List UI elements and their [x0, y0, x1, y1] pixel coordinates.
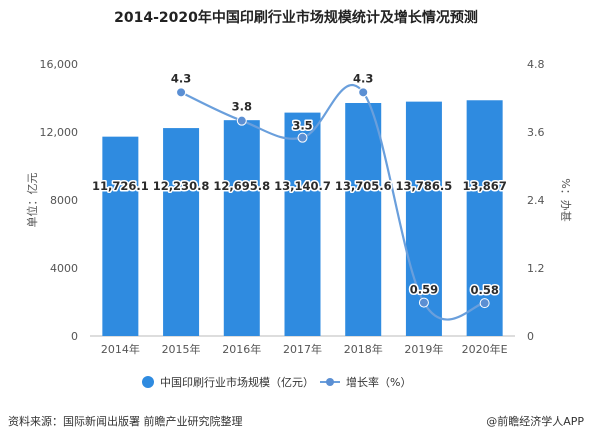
chart-title: 2014-2020年中国印刷行业市场规模统计及增长情况预测 [114, 10, 478, 26]
rate-value-label: 3.8 [232, 100, 252, 114]
x-tick-label: 2015年 [162, 342, 201, 356]
x-tick-label: 2020年E [462, 342, 508, 356]
growth-rate-point [176, 87, 187, 98]
x-tick-label: 2016年 [222, 342, 261, 356]
y2-tick-label: 3.6 [527, 126, 545, 139]
bar [163, 128, 200, 336]
growth-rate-point [297, 132, 308, 143]
bar-value-label: 13,705.6 [335, 179, 392, 193]
growth-rate-point [358, 87, 369, 98]
bar [223, 120, 260, 336]
bar-value-label: 12,230.8 [153, 179, 210, 193]
growth-rate-point [236, 115, 247, 126]
legend-line-marker [326, 378, 334, 386]
bar [102, 136, 139, 336]
y2-tick-label: 2.4 [527, 194, 545, 207]
bar-series [102, 100, 503, 337]
footer-brand: @前瞻经济学人APP [486, 415, 584, 428]
x-tick-label: 2018年 [344, 342, 383, 356]
chart-legend: 中国印刷行业市场规模（亿元） 增长率（%） [142, 375, 411, 389]
rate-value-label: 3.5 [292, 119, 312, 133]
data-labels: 11,726.1 12,230.8 12,695.8 13,140.7 13,705.6… [90, 70, 508, 299]
bar [466, 100, 503, 336]
legend-bar-label: 中国印刷行业市场规模（亿元） [160, 375, 314, 389]
legend-line-label: 增长率（%） [346, 375, 411, 389]
bar-value-label: 13,786.5 [396, 179, 453, 193]
y2-tick-label: 0 [527, 330, 534, 343]
rate-value-label: 4.3 [353, 71, 373, 85]
bar [405, 101, 442, 336]
rate-value-label: 0.58 [470, 283, 498, 297]
y2-tick-label: 1.2 [527, 262, 545, 275]
bar-value-label: 11,726.1 [92, 179, 149, 193]
growth-rate-point [479, 298, 490, 309]
bar [284, 112, 321, 337]
bar-value-label: 12,695.8 [213, 179, 270, 193]
y-tick-label: 12,000 [40, 126, 79, 139]
y-tick-label: 4000 [50, 262, 78, 275]
y2-axis-title: %：办甚 [559, 178, 572, 221]
line-series [176, 83, 490, 321]
y-tick-label: 8000 [50, 194, 78, 207]
x-tick-label: 2019年 [404, 342, 443, 356]
footer-source: 资料来源：国际新闻出版署 前瞻产业研究院整理 [8, 415, 243, 428]
rate-value-label: 4.3 [171, 71, 191, 85]
growth-rate-point [418, 297, 429, 308]
y2-tick-label: 4.8 [527, 58, 545, 71]
bar [345, 103, 382, 337]
chart-axes: 0 4000 8000 12,000 16,000 0 1.2 2.4 3.6 4.8 单位：亿元%… [25, 58, 572, 356]
y-tick-label: 16,000 [40, 58, 79, 71]
bar-value-label: 13,140.7 [274, 179, 331, 193]
rate-value-label: 0.59 [410, 283, 438, 297]
x-tick-label: 2014年 [101, 342, 140, 356]
bar-value-label: 13,867 [462, 179, 506, 193]
y-axis-title: 单位：亿元 [25, 173, 39, 228]
y-tick-label: 0 [71, 330, 78, 343]
legend-bar-swatch [142, 376, 154, 388]
x-tick-label: 2017年 [283, 342, 322, 356]
